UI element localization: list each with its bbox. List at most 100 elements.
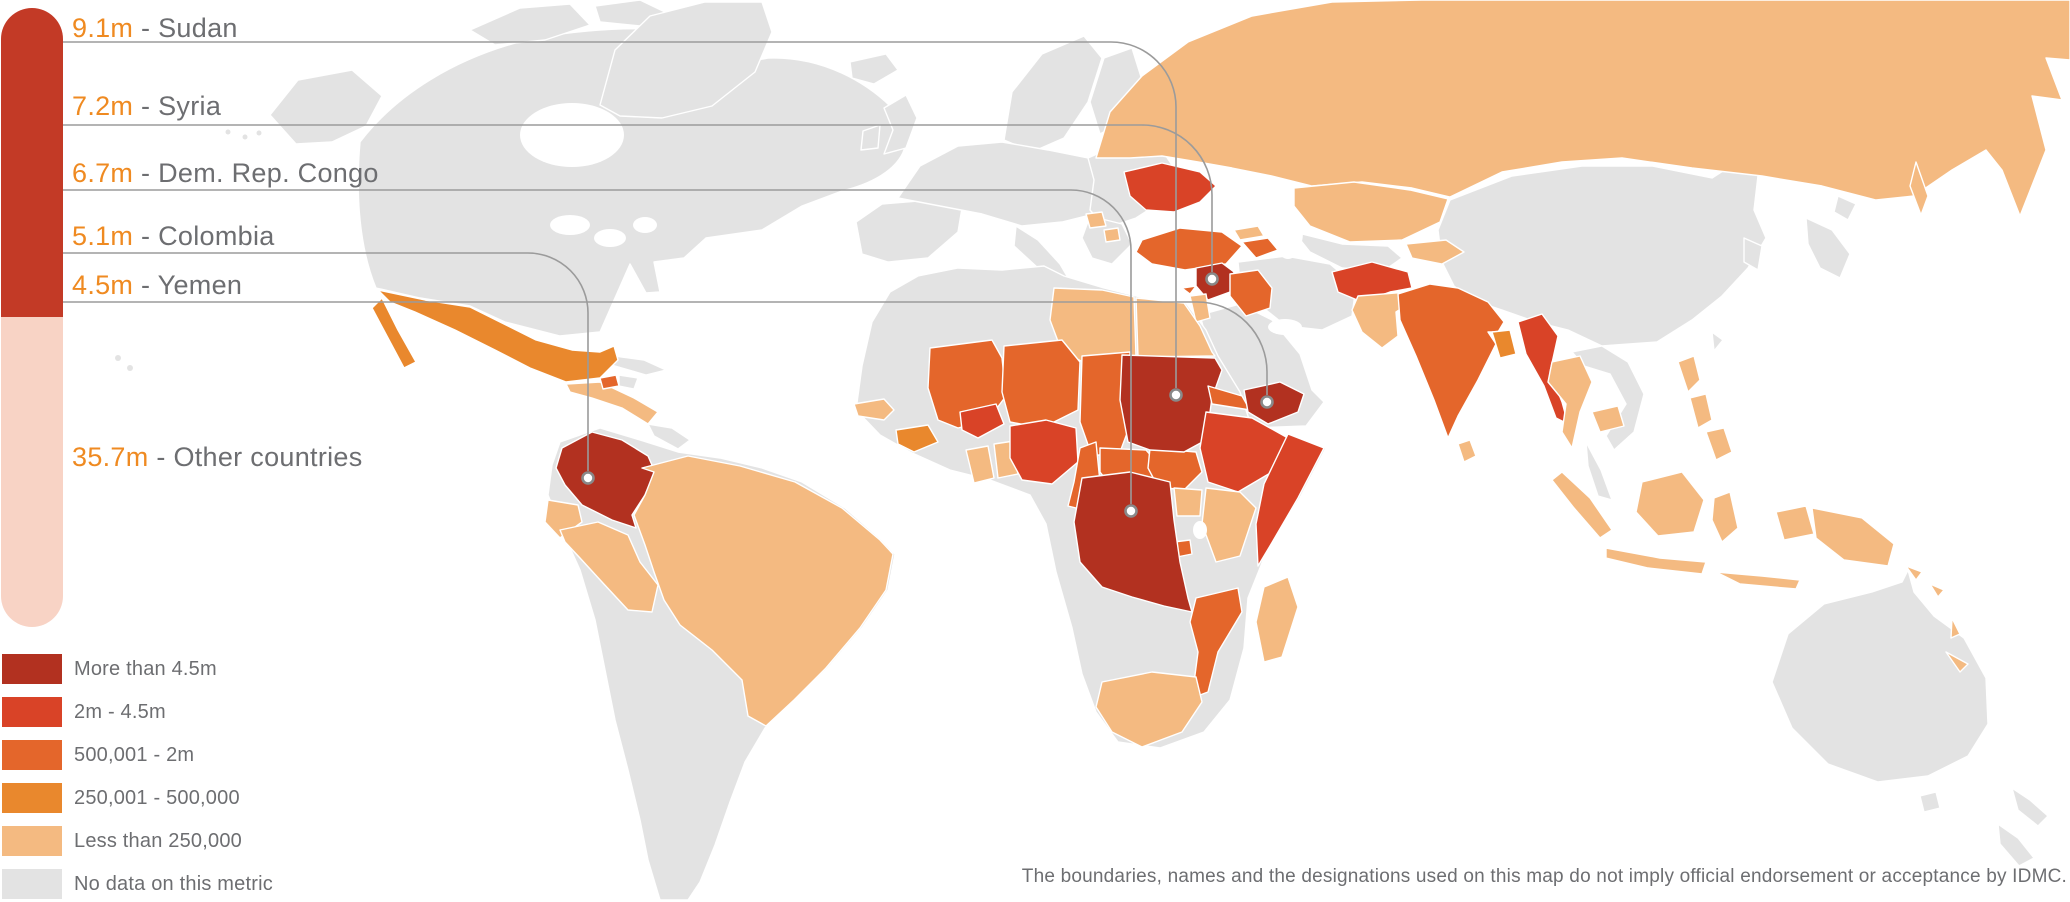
hawaii-2-island xyxy=(127,365,133,371)
country-nigeria xyxy=(1009,419,1079,485)
callout-country-name: - Syria xyxy=(133,91,222,121)
country-mexico xyxy=(377,289,619,383)
legend-label: 250,001 - 500,000 xyxy=(74,786,240,809)
country-arctic-1 xyxy=(469,3,591,46)
callout-country-name: - Yemen xyxy=(133,270,243,300)
country-philippines-3 xyxy=(1705,427,1733,461)
country-peru xyxy=(559,521,659,613)
great-lake-3 xyxy=(633,217,657,233)
map-marker-yemen xyxy=(1260,395,1274,409)
country-nz-north xyxy=(2011,787,2049,827)
country-uganda xyxy=(1173,487,1203,517)
callout-line-syria xyxy=(63,124,1213,272)
country-iberia xyxy=(855,199,963,263)
proportion-bar-top-five-segment xyxy=(1,8,63,317)
callout-label-sudan: 9.1m - Sudan xyxy=(72,12,238,44)
country-ethiopia xyxy=(1199,411,1289,493)
legend-label: 500,001 - 2m xyxy=(74,743,195,766)
water-bodies xyxy=(520,103,1303,539)
country-cyprus xyxy=(1181,285,1197,295)
country-sulawesi xyxy=(1711,491,1739,543)
country-australia xyxy=(1771,569,1989,783)
legend-swatch-cat1 xyxy=(2,654,62,684)
country-bosnia xyxy=(1085,211,1107,229)
callout-value: 5.1m xyxy=(72,221,134,251)
country-south-africa xyxy=(1095,671,1203,748)
map-disclaimer: The boundaries, names and the designatio… xyxy=(1021,866,2067,887)
country-java xyxy=(1605,547,1707,575)
lake-victoria xyxy=(1193,521,1207,539)
great-lake-2 xyxy=(594,229,626,247)
country-somalia xyxy=(1255,433,1325,567)
country-brazil xyxy=(633,455,894,727)
country-hokkaido xyxy=(1833,195,1857,221)
country-niger xyxy=(1001,339,1081,429)
legend-swatch-cat4 xyxy=(2,783,62,813)
country-sri-lanka xyxy=(1457,439,1477,463)
legend-label: 2m - 4.5m xyxy=(74,700,166,723)
map-marker-dem-rep-congo xyxy=(1124,504,1138,518)
country-india xyxy=(1397,283,1505,439)
country-tasmania xyxy=(1919,791,1941,813)
proportion-bar-other-segment xyxy=(1,317,63,627)
country-thailand xyxy=(1547,355,1593,449)
legend-swatch-nodata xyxy=(2,869,62,899)
callout-value: 35.7m xyxy=(72,442,149,472)
country-central-america xyxy=(565,381,659,425)
colored-countries xyxy=(371,0,2070,748)
country-philippines-2 xyxy=(1689,393,1713,429)
callout-label-other-countries: 35.7m - Other countries xyxy=(72,441,363,473)
country-dominican xyxy=(618,374,639,390)
country-malay-peninsula xyxy=(1585,441,1613,501)
callout-label-yemen: 4.5m - Yemen xyxy=(72,269,242,301)
legend-row-cat3: 500,001 - 2m xyxy=(2,740,273,770)
hawaii-1-island xyxy=(115,355,121,361)
callout-value: 7.2m xyxy=(72,91,134,121)
legend: More than 4.5m 2m - 4.5m 500,001 - 2m 250,0… xyxy=(2,654,273,902)
aleutian-2-island xyxy=(242,134,248,140)
country-alaska xyxy=(269,69,383,145)
country-cambodia xyxy=(1591,405,1625,433)
country-kazakhstan xyxy=(1293,181,1449,243)
country-scandinavia xyxy=(1003,35,1103,153)
callout-country-name: - Dem. Rep. Congo xyxy=(133,158,379,188)
map-marker-colombia xyxy=(581,471,595,485)
map-marker-syria xyxy=(1205,272,1219,286)
country-kyrgyz-tajik xyxy=(1405,239,1465,265)
country-jordan-israel xyxy=(1189,293,1211,323)
country-nz-south xyxy=(1997,823,2035,867)
aleutian-3-island xyxy=(256,130,262,136)
great-lake-1 xyxy=(550,215,590,235)
legend-row-cat4: 250,001 - 500,000 xyxy=(2,783,273,813)
callout-line-colombia xyxy=(63,252,589,471)
callout-line-dem-rep-congo xyxy=(63,189,1132,504)
callout-country-name: - Sudan xyxy=(133,13,238,43)
country-taiwan xyxy=(1711,331,1724,352)
country-panama-cr xyxy=(647,423,691,450)
callout-line-yemen xyxy=(63,301,1268,395)
callout-country-name: - Colombia xyxy=(133,221,275,251)
proportion-bar xyxy=(1,8,63,627)
country-turkey xyxy=(1135,227,1243,271)
country-ireland xyxy=(860,124,881,151)
country-yemen xyxy=(1243,381,1305,425)
callout-country-name: - Other countries xyxy=(148,442,363,472)
callout-line-sudan xyxy=(63,41,1177,388)
legend-swatch-cat2 xyxy=(2,697,62,727)
callout-label-dem-rep-congo: 6.7m - Dem. Rep. Congo xyxy=(72,157,379,189)
country-guinea xyxy=(895,424,939,453)
map-marker-sudan xyxy=(1169,388,1183,402)
country-burkina xyxy=(959,403,1005,439)
country-iraq xyxy=(1229,269,1273,317)
country-new-caledonia xyxy=(1945,651,1969,673)
caspian-sea xyxy=(1273,205,1303,259)
country-colombia xyxy=(555,431,656,529)
country-solomon-2 xyxy=(1929,583,1945,598)
country-baja xyxy=(371,297,417,369)
legend-row-cat1: More than 4.5m xyxy=(2,654,273,684)
country-solomon-1 xyxy=(1905,565,1923,581)
legend-label: Less than 250,000 xyxy=(74,829,242,852)
legend-row-nodata: No data on this metric xyxy=(2,869,273,899)
country-macedonia xyxy=(1103,227,1121,243)
